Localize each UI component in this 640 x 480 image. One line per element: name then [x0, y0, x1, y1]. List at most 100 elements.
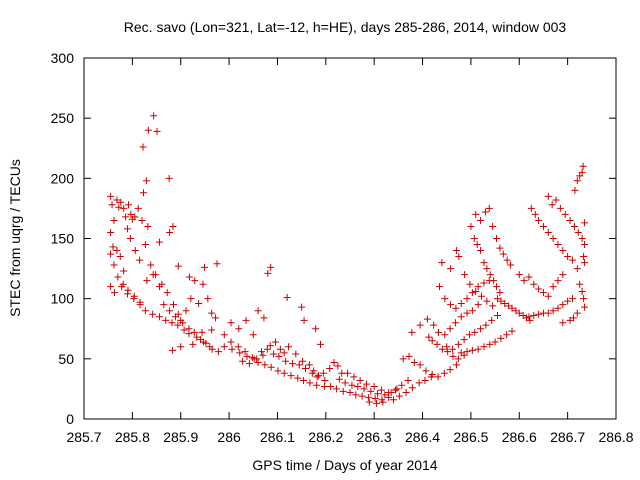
data-point [385, 389, 393, 397]
y-tick-label: 0 [66, 411, 74, 427]
data-point [316, 340, 324, 348]
data-point [581, 219, 589, 227]
data-point [398, 381, 406, 389]
data-point [193, 333, 201, 341]
data-point [136, 298, 144, 306]
data-point [313, 381, 321, 389]
data-point [141, 241, 149, 249]
data-point [365, 398, 373, 406]
data-point [440, 369, 448, 377]
data-point [187, 295, 195, 303]
data-point [166, 307, 174, 315]
data-point [126, 235, 134, 242]
data-point [239, 357, 247, 365]
data-point [435, 328, 443, 336]
data-point [283, 293, 291, 301]
data-point [326, 364, 334, 372]
data-point [199, 280, 207, 288]
data-point [447, 265, 455, 273]
data-point [272, 338, 280, 346]
data-point [422, 367, 430, 375]
data-point [463, 348, 471, 356]
data-point [544, 228, 552, 236]
data-point [143, 277, 151, 285]
data-point [253, 355, 261, 363]
data-point [288, 360, 296, 368]
data-point [313, 373, 321, 381]
data-point [260, 314, 268, 322]
data-point [493, 235, 501, 242]
y-tick-label: 100 [51, 291, 75, 307]
data-point [169, 346, 177, 354]
data-point [306, 379, 314, 387]
data-point [470, 235, 478, 242]
data-point [160, 301, 168, 309]
data-point [425, 333, 433, 341]
x-tick-label: 286.7 [550, 429, 585, 445]
data-point [451, 319, 459, 327]
data-point [138, 216, 146, 224]
data-point [169, 222, 177, 230]
data-point [214, 348, 222, 356]
data-point [535, 285, 543, 293]
data-point [235, 325, 243, 333]
y-tick-label: 250 [51, 110, 75, 126]
data-point [267, 263, 275, 271]
data-point [457, 349, 465, 357]
data-point [447, 301, 455, 309]
data-point [264, 269, 272, 277]
data-point [379, 398, 387, 406]
data-point [416, 361, 424, 369]
data-point [428, 370, 436, 378]
data-point [468, 289, 476, 297]
data-point [466, 280, 474, 288]
data-point [520, 277, 528, 285]
data-point [471, 328, 479, 336]
x-axis-ticks: 285.7 285.8 285.9 286 286.1 286.2 286.3 286.4 28… [66, 58, 634, 445]
data-point [166, 228, 174, 236]
data-point [177, 343, 185, 351]
data-point [310, 367, 318, 375]
data-point [576, 172, 584, 180]
data-point [254, 307, 262, 315]
data-point [441, 295, 449, 303]
data-point [208, 326, 216, 334]
data-point [243, 352, 251, 360]
data-point [486, 340, 494, 348]
data-point [364, 393, 372, 401]
data-point [435, 283, 443, 291]
data-point [568, 295, 576, 303]
data-point [136, 256, 144, 264]
data-point [573, 177, 581, 185]
data-point [515, 309, 523, 317]
data-point [163, 289, 171, 297]
data-point [452, 361, 460, 369]
data-point [449, 345, 457, 353]
data-point [395, 392, 403, 400]
data-point [525, 273, 533, 281]
data-point [266, 342, 274, 350]
data-point [312, 325, 320, 333]
x-tick-label: 286.6 [502, 429, 537, 445]
data-point [535, 216, 543, 224]
data-point [117, 198, 125, 206]
data-point [107, 283, 115, 291]
data-point [285, 343, 293, 351]
data-point [556, 204, 564, 212]
data-point [559, 271, 567, 279]
x-tick-label: 286.5 [453, 429, 488, 445]
data-point [174, 321, 182, 329]
data-point [461, 271, 469, 279]
y-tick-label: 50 [58, 351, 74, 367]
x-tick-label: 286.2 [308, 429, 343, 445]
data-point [352, 391, 360, 399]
data-point [438, 259, 446, 267]
data-point [467, 222, 475, 230]
data-point [568, 256, 576, 264]
data-point [356, 376, 364, 384]
data-point [220, 343, 228, 351]
data-point [110, 289, 118, 297]
data-point [168, 319, 176, 327]
data-point [544, 309, 552, 317]
data-point [344, 369, 352, 377]
